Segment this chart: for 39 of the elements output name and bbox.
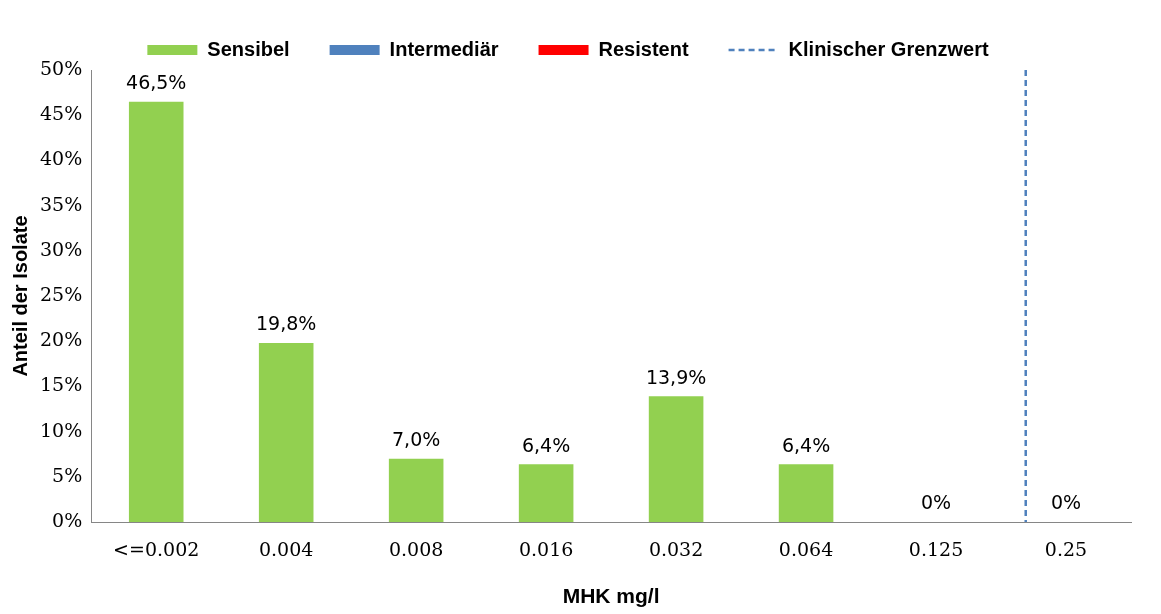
x-tick-label: 0.016 <box>518 538 574 561</box>
legend-label: Intermediär <box>389 37 499 60</box>
y-tick-label: 50% <box>40 56 83 79</box>
y-tick-label: 25% <box>40 282 83 305</box>
legend-label: Klinischer Grenzwert <box>788 37 989 60</box>
x-tick-label: 0.032 <box>648 538 704 561</box>
y-tick-label: 30% <box>40 237 83 260</box>
y-tick-label: 0% <box>52 508 83 531</box>
bar <box>128 101 184 522</box>
bar <box>388 458 444 522</box>
data-label: 0% <box>920 491 952 514</box>
legend-label: Resistent <box>598 37 689 60</box>
legend-label: Sensibel <box>207 37 290 60</box>
x-tick-label: 0.25 <box>1044 538 1088 561</box>
bar <box>778 464 834 522</box>
bar <box>518 464 574 522</box>
y-tick-label: 15% <box>40 373 83 396</box>
y-tick-label: 5% <box>52 463 83 486</box>
y-axis-title: Anteil der Isolate <box>8 215 31 377</box>
data-label: 6,4% <box>521 433 571 456</box>
x-axis-title: MHK mg/l <box>562 584 660 608</box>
bar <box>648 396 704 522</box>
y-tick-label: 40% <box>40 147 83 170</box>
data-label: 19,8% <box>256 312 317 335</box>
y-tick-label: 10% <box>40 418 83 441</box>
data-label: 13,9% <box>645 365 707 388</box>
x-tick-label: 0.004 <box>258 538 314 561</box>
data-label: 7,0% <box>392 428 441 451</box>
x-tick-label: <=0.002 <box>113 538 200 561</box>
x-tick-label: 0.125 <box>908 538 964 561</box>
y-tick-label: 45% <box>40 102 83 125</box>
data-label: 6,4% <box>781 433 831 456</box>
data-label: 0% <box>1050 491 1082 514</box>
y-tick-label: 20% <box>40 328 83 351</box>
data-label: 46,5% <box>126 71 187 94</box>
bar <box>258 343 314 522</box>
x-tick-label: 0.064 <box>778 538 834 561</box>
x-tick-label: 0.008 <box>388 538 444 561</box>
y-tick-label: 35% <box>40 192 83 215</box>
